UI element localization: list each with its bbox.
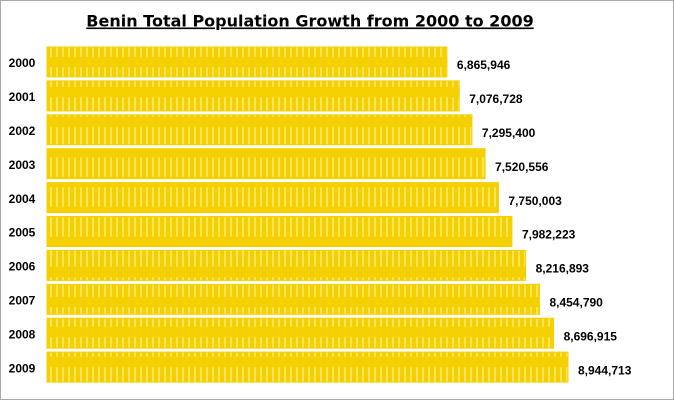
y-tick-label: 2007 <box>9 293 36 307</box>
value-label: 7,295,400 <box>482 126 536 140</box>
y-tick-label: 2004 <box>9 192 36 206</box>
value-label: 8,216,893 <box>536 262 590 276</box>
y-tick-label: 2000 <box>9 56 36 70</box>
y-tick-label: 2006 <box>9 260 36 274</box>
y-tick-label: 2008 <box>9 327 36 341</box>
chart-title: Benin Total Population Growth from 2000 … <box>86 12 533 31</box>
value-label: 7,520,556 <box>495 160 549 174</box>
y-tick-label: 2009 <box>9 361 36 375</box>
bar <box>46 317 555 349</box>
bar <box>46 148 486 180</box>
value-label: 7,750,003 <box>508 194 562 208</box>
value-label: 6,865,946 <box>457 58 511 72</box>
y-tick-label: 2005 <box>9 226 36 240</box>
bar <box>46 216 513 247</box>
value-label: 7,982,223 <box>522 228 576 242</box>
value-label: 8,944,713 <box>578 363 632 377</box>
bar <box>46 182 499 214</box>
y-tick-label: 2003 <box>9 158 36 172</box>
y-tick-label: 2002 <box>9 124 36 138</box>
value-label: 8,696,915 <box>564 329 618 343</box>
bar <box>46 249 527 281</box>
value-label: 8,454,790 <box>549 295 603 309</box>
bar <box>46 351 569 383</box>
bar <box>46 283 540 315</box>
y-tick-label: 2001 <box>9 90 36 104</box>
value-label: 7,076,728 <box>469 92 523 106</box>
bar <box>46 46 448 78</box>
bar <box>46 80 460 112</box>
bar <box>46 114 473 146</box>
